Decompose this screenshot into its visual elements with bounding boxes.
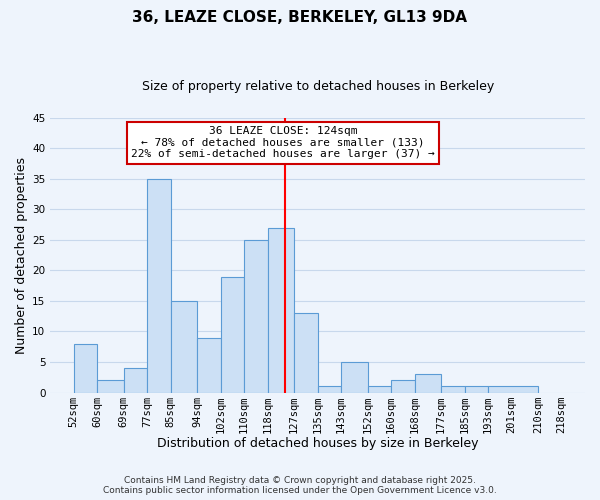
Bar xyxy=(171,301,197,392)
Title: Size of property relative to detached houses in Berkeley: Size of property relative to detached ho… xyxy=(142,80,494,93)
Bar xyxy=(197,338,221,392)
Text: 36, LEAZE CLOSE, BERKELEY, GL13 9DA: 36, LEAZE CLOSE, BERKELEY, GL13 9DA xyxy=(133,10,467,25)
Bar xyxy=(368,386,391,392)
Y-axis label: Number of detached properties: Number of detached properties xyxy=(15,156,28,354)
Bar xyxy=(97,380,124,392)
Bar xyxy=(341,362,368,392)
Bar xyxy=(244,240,268,392)
Bar xyxy=(464,386,488,392)
Bar xyxy=(391,380,415,392)
Text: 36 LEAZE CLOSE: 124sqm
← 78% of detached houses are smaller (133)
22% of semi-de: 36 LEAZE CLOSE: 124sqm ← 78% of detached… xyxy=(131,126,435,159)
Bar xyxy=(147,179,171,392)
Bar xyxy=(221,276,244,392)
Bar xyxy=(441,386,464,392)
Bar xyxy=(488,386,538,392)
Bar xyxy=(74,344,97,392)
Bar xyxy=(294,313,317,392)
Bar xyxy=(317,386,341,392)
X-axis label: Distribution of detached houses by size in Berkeley: Distribution of detached houses by size … xyxy=(157,437,478,450)
Text: Contains HM Land Registry data © Crown copyright and database right 2025.
Contai: Contains HM Land Registry data © Crown c… xyxy=(103,476,497,495)
Bar xyxy=(415,374,441,392)
Bar xyxy=(124,368,147,392)
Bar xyxy=(268,228,294,392)
